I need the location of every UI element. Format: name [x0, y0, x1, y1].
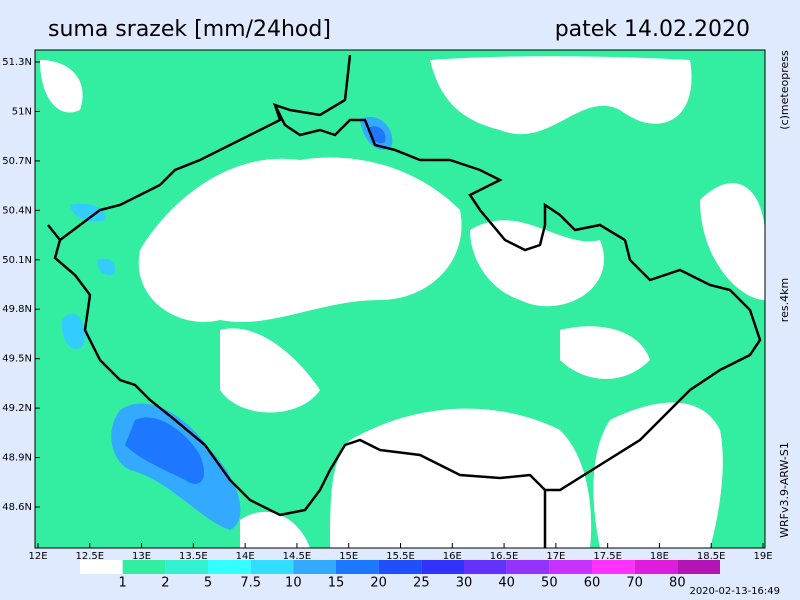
side-text: WRFv3.9-ARW-S1 [778, 442, 791, 538]
colorbar-label: 60 [584, 576, 601, 591]
colorbar-segment [336, 560, 379, 574]
border [47, 54, 762, 548]
colorbar-segment [165, 560, 208, 574]
colorbar-label: 5 [204, 576, 212, 591]
colorbar-label: 7.5 [240, 576, 261, 591]
lon-label: 13E [132, 551, 151, 562]
lon-label: 17E [546, 551, 565, 562]
lon-label: 16E [443, 551, 462, 562]
lon-label: 14.5E [283, 551, 312, 562]
wet-areas [61, 116, 393, 530]
lon-label: 19E [753, 551, 772, 562]
lon-label: 12E [28, 551, 47, 562]
lon-label: 12.5E [75, 551, 104, 562]
colorbar-label: 50 [541, 576, 558, 591]
map [34, 49, 766, 549]
colorbar-segment [293, 560, 336, 574]
colorbar-segment [80, 560, 123, 574]
colorbar-label: 10 [285, 576, 302, 591]
lon-label: 15E [339, 551, 358, 562]
lat-label: 48.6N [2, 502, 32, 513]
colorbar-segment [378, 560, 422, 574]
colorbar-label: 80 [669, 576, 686, 591]
lat-label: 51N [12, 106, 32, 117]
colorbar-segment [506, 560, 550, 574]
colorbar-label: 20 [370, 576, 387, 591]
lon-label: 13.5E [179, 551, 208, 562]
lon-label: 18.5E [697, 551, 726, 562]
colorbar-segment [549, 560, 592, 574]
colorbar-label: 30 [456, 576, 473, 591]
date: patek 14.02.2020 [555, 17, 750, 42]
colorbar-label: 1 [119, 576, 127, 591]
title: suma srazek [mm/24hod] [48, 17, 331, 42]
lat-label: 50.7N [2, 156, 32, 167]
colorbar-segment [634, 560, 678, 574]
colorbar-label: 70 [626, 576, 643, 591]
lat-label: 48.9N [2, 453, 32, 464]
colorbar-label: 40 [498, 576, 515, 591]
colorbar-segment [464, 560, 507, 574]
colorbar-segment [677, 560, 720, 574]
lon-label: 16.5E [490, 551, 519, 562]
colorbar-segment [421, 560, 464, 574]
timestamp: 2020-02-13-16:49 [689, 586, 780, 597]
colorbar-label: 15 [328, 576, 345, 591]
lat-label: 49.5N [2, 354, 32, 365]
colorbar-label: 2 [161, 576, 169, 591]
lat-label: 50.1N [2, 255, 32, 266]
lat-label: 49.2N [2, 403, 32, 414]
colorbar-segment [122, 560, 166, 574]
colorbar-segment [250, 560, 294, 574]
colorbar-segment [592, 560, 635, 574]
lon-label: 14E [236, 551, 255, 562]
colorbar-segment [208, 560, 251, 574]
side-text: (c)meteopress [778, 50, 791, 130]
lat-label: 50.4N [2, 205, 32, 216]
lat-label: 49.8N [2, 304, 32, 315]
colorbar-label: 25 [413, 576, 430, 591]
lon-label: 18E [650, 551, 669, 562]
lon-label: 15.5E [386, 551, 415, 562]
lat-label: 51.3N [2, 57, 32, 68]
dry-areas [40, 56, 765, 548]
lon-label: 17.5E [593, 551, 622, 562]
side-text: res.4km [778, 278, 791, 322]
